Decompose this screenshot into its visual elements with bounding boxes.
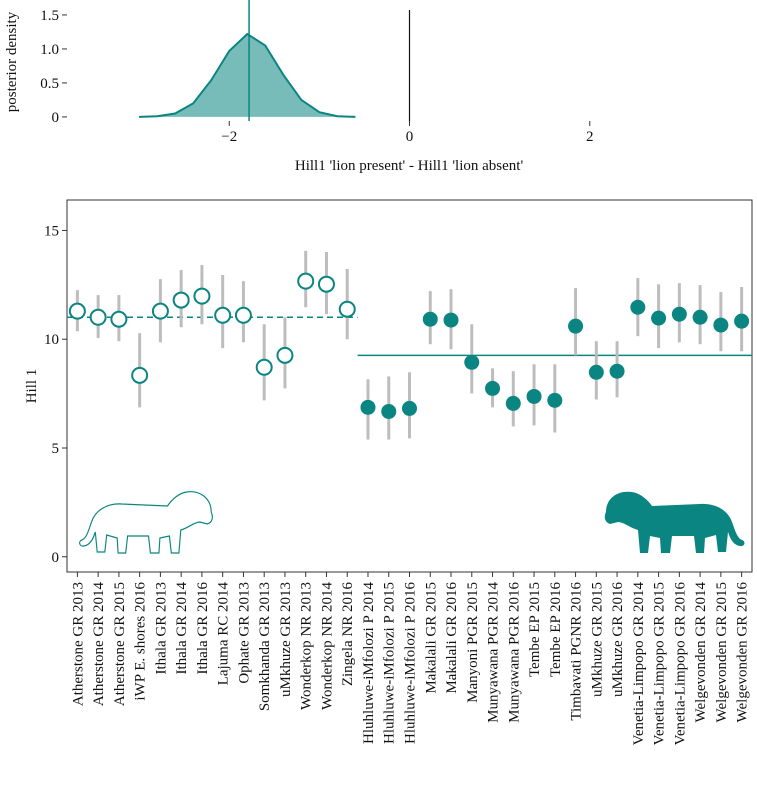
- point: [505, 395, 521, 411]
- x-tick-label: Zingela NR 2016: [340, 582, 356, 687]
- lion-outline-icon: [79, 491, 213, 554]
- y-tick-label: 0: [52, 550, 60, 566]
- point: [713, 317, 729, 333]
- point: [547, 392, 563, 408]
- x-tick-label: Venetia-Limpopo GR 2015: [652, 582, 668, 745]
- x-tick-label: Manyoni PGR 2015: [465, 582, 481, 703]
- point: [172, 291, 190, 309]
- x-tick-label: Wonderkop NR 2013: [299, 582, 315, 710]
- point: [588, 364, 604, 380]
- point: [360, 399, 376, 415]
- x-tick-label: Lajuma RC 2014: [216, 582, 232, 686]
- point: [68, 302, 86, 320]
- x-tick-label: Ithala GR 2016: [195, 582, 211, 675]
- y-tick-label: 0.5: [40, 76, 59, 92]
- x-tick-label: Makalali GR 2016: [444, 582, 460, 694]
- x-tick-label: uMkhuze GR 2015: [589, 582, 605, 697]
- density-area: [139, 33, 356, 117]
- point: [526, 388, 542, 404]
- point: [630, 299, 646, 315]
- x-tick-label: Hluhluwe-iMfolozi P 2014: [361, 582, 377, 744]
- y-tick-label: 10: [44, 332, 59, 348]
- x-tick-label: Hluhluwe-iMfolozi P 2015: [382, 582, 398, 744]
- y-tick-label: 1.5: [40, 8, 59, 24]
- y-tick-label: 0: [52, 110, 60, 126]
- y-axis-label: Hill 1: [24, 369, 40, 404]
- point: [276, 346, 294, 364]
- point: [402, 400, 417, 416]
- x-tick-label: Timbavati PGNR 2016: [569, 582, 585, 721]
- point: [110, 310, 128, 328]
- point: [338, 300, 356, 318]
- x-tick-label: Ithala GR 2014: [174, 582, 190, 675]
- point: [692, 309, 708, 325]
- x-tick-label: uMkhuze GR 2016: [610, 582, 626, 697]
- point: [485, 380, 501, 396]
- x-axis-label: Hill1 'lion present' - Hill1 'lion absen…: [295, 158, 524, 174]
- point: [609, 363, 625, 379]
- x-tick-label: Welgevonden GR 2014: [693, 582, 709, 723]
- x-tick-label: Tembe EP 2016: [548, 582, 564, 678]
- x-tick-label: 2: [586, 129, 594, 145]
- x-tick-label: Welgevonden GR 2016: [735, 582, 751, 723]
- x-tick-label: Ithala GR 2013: [153, 582, 169, 674]
- x-tick-label: 0: [406, 129, 414, 145]
- point: [651, 310, 667, 326]
- x-tick-label: Atherstone GR 2014: [91, 582, 107, 707]
- point: [734, 313, 750, 329]
- x-tick-label: Tembe EP 2015: [527, 582, 543, 677]
- point: [234, 306, 252, 324]
- point: [131, 366, 149, 384]
- point: [671, 306, 687, 322]
- point: [151, 302, 169, 320]
- point: [317, 275, 335, 293]
- point: [443, 312, 459, 328]
- x-tick-label: iWP E. shores 2016: [133, 582, 149, 701]
- point: [568, 318, 584, 334]
- y-tick-label: 5: [52, 441, 60, 457]
- lion-filled-icon: [604, 491, 745, 553]
- point: [297, 272, 315, 290]
- x-tick-label: Venetia-Limpopo GR 2014: [631, 582, 647, 746]
- y-axis-label: posterior density: [4, 11, 20, 112]
- x-tick-label: −2: [221, 129, 237, 145]
- point: [89, 308, 107, 326]
- x-tick-label: Atherstone GR 2013: [70, 582, 86, 706]
- point: [214, 306, 232, 324]
- point: [255, 358, 273, 376]
- point: [193, 287, 211, 305]
- point: [464, 354, 480, 370]
- x-tick-label: Venetia-Limpopo GR 2016: [672, 582, 688, 746]
- x-tick-label: Atherstone GR 2015: [112, 582, 128, 706]
- point: [381, 403, 397, 419]
- x-tick-label: Somkhanda GR 2013: [257, 582, 273, 711]
- x-tick-label: Munyawana PGR 2014: [486, 582, 502, 723]
- point: [422, 311, 438, 327]
- x-tick-label: Makalali GR 2015: [423, 582, 439, 694]
- x-tick-label: Welgevonden GR 2015: [714, 582, 730, 722]
- density-line: [139, 32, 356, 118]
- x-tick-label: Ophate GR 2013: [236, 582, 252, 684]
- x-tick-label: Wonderkop NR 2014: [319, 582, 335, 710]
- x-tick-label: Hluhluwe-iMfolozi P 2016: [403, 582, 419, 744]
- x-tick-label: Munyawana PGR 2016: [506, 582, 522, 723]
- y-tick-label: 1.0: [40, 42, 59, 58]
- x-tick-label: uMkhuze GR 2013: [278, 582, 294, 697]
- y-tick-label: 15: [44, 223, 59, 239]
